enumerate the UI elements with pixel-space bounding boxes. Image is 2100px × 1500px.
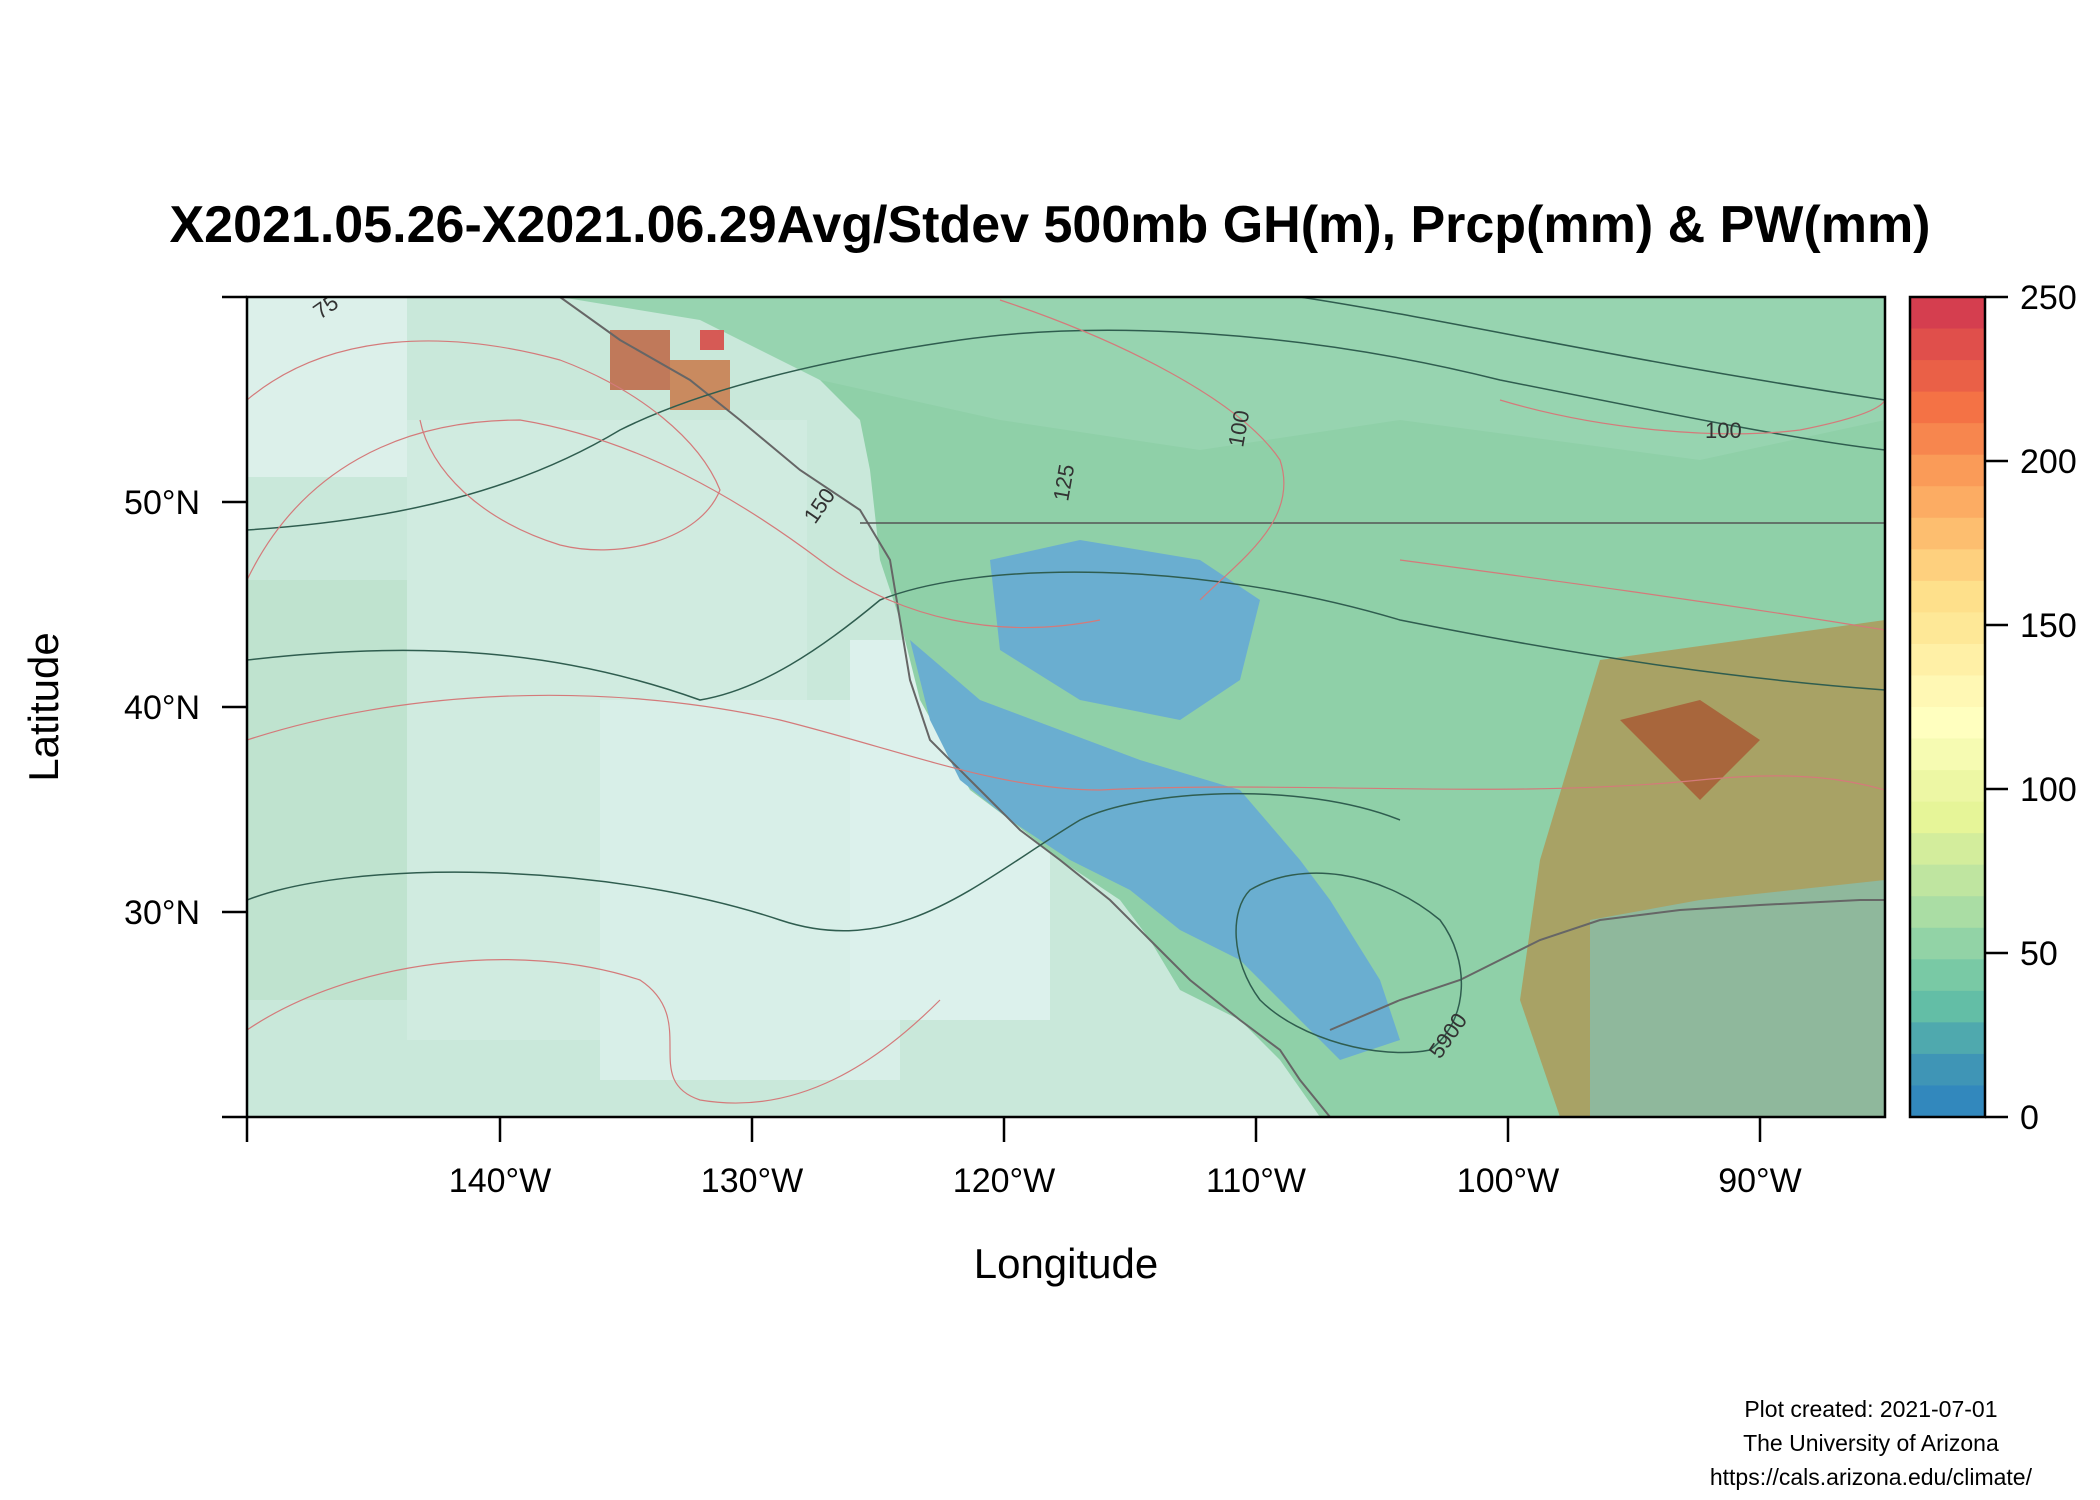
dry-region [910, 640, 1400, 1060]
colorbar-swatch [1910, 990, 1985, 1023]
y-axis [222, 295, 247, 1119]
coastline [559, 297, 1331, 1117]
x-tick-label: 120°W [953, 1162, 1055, 1200]
colorbar-swatch [1910, 1085, 1985, 1118]
colorbar-swatch [1910, 864, 1985, 897]
pw-contour [999, 299, 1285, 601]
y-tick-label: 40°N [124, 689, 200, 727]
pw-contour [247, 959, 941, 1104]
gh-contour [1299, 297, 1885, 401]
pw-contour [247, 419, 1101, 629]
pw-contour [1499, 399, 1885, 435]
gh-contour [247, 792, 1401, 932]
gh-contour [1235, 872, 1463, 1054]
footer-url: https://cals.arizona.edu/climate/ [1709, 1464, 2032, 1490]
colorbar-swatch [1910, 770, 1985, 803]
colorbar-swatch [1910, 833, 1985, 866]
x-tick-label: 90°W [1718, 1162, 1802, 1200]
colorbar [1910, 297, 1985, 1118]
colorbar-swatch [1910, 707, 1985, 740]
colorbar-swatch [1910, 549, 1985, 582]
colorbar-swatch [1910, 391, 1985, 424]
colorbar-swatch [1910, 423, 1985, 456]
colorbar-swatch [1910, 517, 1985, 550]
colorbar-frame [1908, 295, 1987, 1119]
colorbar-swatch [1910, 643, 1985, 677]
gh-contour [247, 329, 1885, 531]
pw-contour [247, 694, 1885, 791]
colorbar-ticks [1985, 295, 2008, 1119]
colorbar-swatch [1910, 675, 1985, 708]
colorbar-label: 0 [2020, 1099, 2039, 1137]
y-tick-label: 30°N [124, 894, 200, 932]
colorbar-swatch [1910, 454, 1985, 487]
gh-contour [247, 571, 1885, 701]
x-tick-label: 130°W [701, 1162, 803, 1200]
x-tick-label: 110°W [1206, 1162, 1306, 1200]
colorbar-label: 200 [2020, 443, 2077, 481]
y-tick-label: 50°N [124, 484, 200, 522]
colorbar-swatch [1910, 360, 1985, 393]
x-axis [245, 1117, 1762, 1142]
x-axis-label: Longitude [974, 1240, 1159, 1287]
colorbar-swatch [1910, 1053, 1985, 1087]
footer-date: Plot created: 2021-07-01 [1744, 1396, 1998, 1422]
colorbar-swatch [1910, 896, 1985, 929]
y-axis-label: Latitude [20, 632, 67, 781]
colorbar-label: 50 [2020, 935, 2058, 973]
colorbar-swatch [1910, 738, 1985, 771]
colorbar-label: 100 [2020, 771, 2077, 809]
colorbar-label: 250 [2020, 279, 2077, 317]
colorbar-swatch [1910, 328, 1985, 361]
plot-title: X2021.05.26-X2021.06.29Avg/Stdev 500mb G… [169, 196, 1931, 254]
pw-contour [247, 340, 721, 551]
colorbar-swatch [1910, 612, 1985, 645]
colorbar-swatch [1910, 580, 1985, 613]
colorbar-label: 150 [2020, 607, 2077, 645]
footer-credits: Plot created: 2021-07-01 The University … [1710, 1392, 2032, 1494]
footer-org: The University of Arizona [1743, 1430, 1999, 1456]
colorbar-swatch [1910, 801, 1985, 834]
x-tick-label: 140°W [449, 1162, 551, 1200]
colorbar-swatch [1910, 1022, 1985, 1055]
colorbar-swatch [1910, 959, 1985, 992]
map-panel: 75 100 125 150 100 5900 [247, 297, 1885, 1117]
colorbar-swatch [1910, 927, 1985, 960]
colorbar-swatch [1910, 486, 1985, 519]
x-tick-label: 100°W [1457, 1162, 1559, 1200]
pw-contour [1399, 559, 1885, 631]
contour-label: 100 [1705, 418, 1742, 443]
colorbar-swatch [1910, 297, 1985, 330]
gulf-of-mexico [1590, 880, 1885, 1117]
